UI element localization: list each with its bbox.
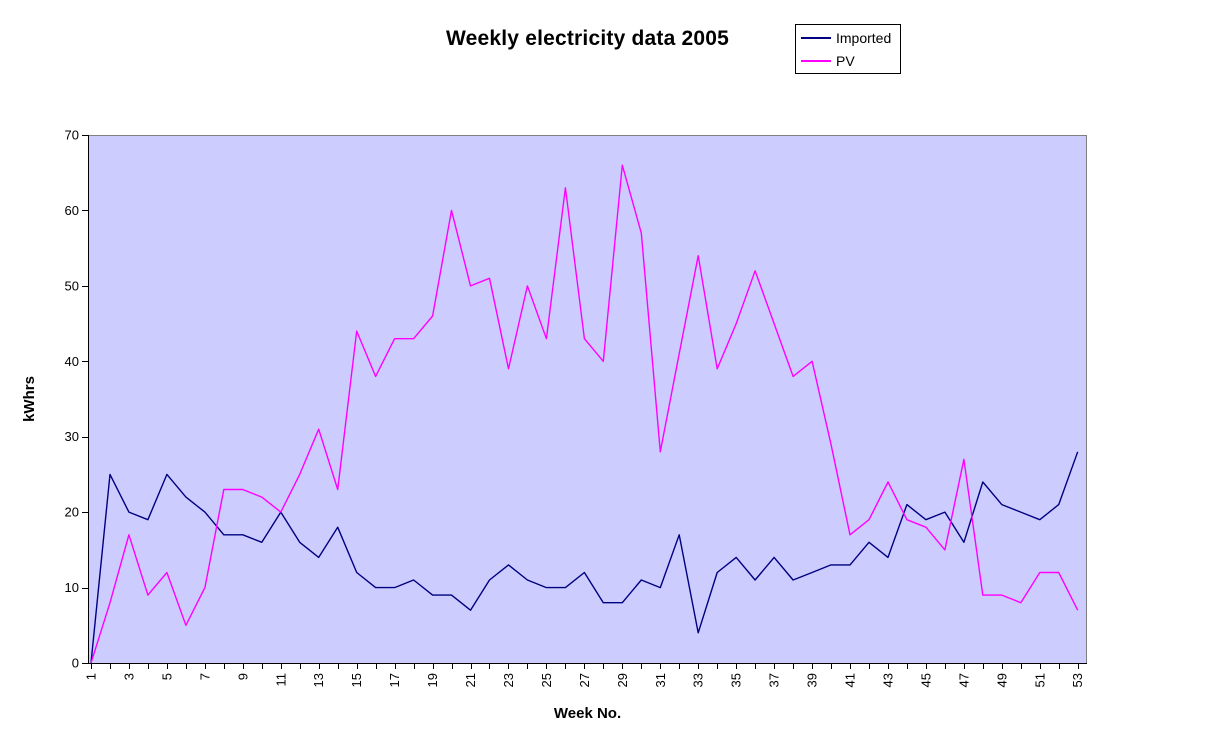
x-tick-label: 45 [918, 673, 933, 687]
chart-title: Weekly electricity data 2005 [445, 27, 730, 50]
y-tick-label: 10 [65, 580, 79, 595]
x-tick-label: 43 [880, 673, 895, 687]
x-tick-label: 3 [121, 673, 136, 680]
x-tick-label: 19 [425, 673, 440, 687]
y-tick-label: 60 [65, 203, 79, 218]
y-tick-label: 0 [72, 656, 79, 671]
x-tick-label: 17 [387, 673, 402, 687]
x-tick-label: 15 [349, 673, 364, 687]
x-tick-label: 25 [539, 673, 554, 687]
y-axis-title: kWhrs [21, 376, 38, 422]
x-tick-label: 33 [691, 673, 706, 687]
y-tick-label: 50 [65, 278, 79, 293]
x-tick-label: 51 [1032, 673, 1047, 687]
legend-label-pv: PV [836, 52, 855, 69]
imported-line-swatch [801, 36, 831, 39]
x-tick-label: 41 [843, 673, 858, 687]
x-tick-label: 29 [615, 673, 630, 687]
pv-line-swatch [801, 59, 831, 62]
legend: Imported PV [795, 24, 901, 74]
y-tick-label: 40 [65, 354, 79, 369]
x-tick-label: 1 [84, 673, 99, 680]
series-line-pv [90, 164, 1079, 664]
x-tick-label: 11 [273, 673, 288, 687]
x-tick-label: 49 [994, 673, 1009, 687]
plot-area [88, 135, 1087, 663]
x-tick-label: 21 [463, 673, 478, 687]
legend-label-imported: Imported [836, 29, 892, 46]
x-tick-label: 13 [311, 673, 326, 687]
x-tick-label: 39 [805, 673, 820, 687]
x-tick-label: 5 [159, 673, 174, 680]
x-tick-label: 7 [197, 673, 212, 680]
plot-border [88, 135, 1087, 663]
x-tick-label: 35 [729, 673, 744, 687]
legend-item-pv: PV [796, 49, 900, 72]
x-tick-label: 23 [501, 673, 516, 687]
x-tick-label: 9 [235, 673, 250, 680]
x-tick-label: 31 [653, 673, 668, 687]
x-tick-label: 47 [956, 673, 971, 687]
x-axis-title: Week No. [553, 705, 622, 722]
x-tick-label: 53 [1070, 673, 1085, 687]
legend-item-imported: Imported [796, 26, 900, 49]
x-tick-label: 37 [767, 673, 782, 687]
y-tick-label: 30 [65, 429, 79, 444]
series-line-imported [90, 451, 1079, 664]
y-tick-label: 20 [65, 505, 79, 520]
y-tick-label: 70 [65, 128, 79, 143]
x-tick-label: 27 [577, 673, 592, 687]
